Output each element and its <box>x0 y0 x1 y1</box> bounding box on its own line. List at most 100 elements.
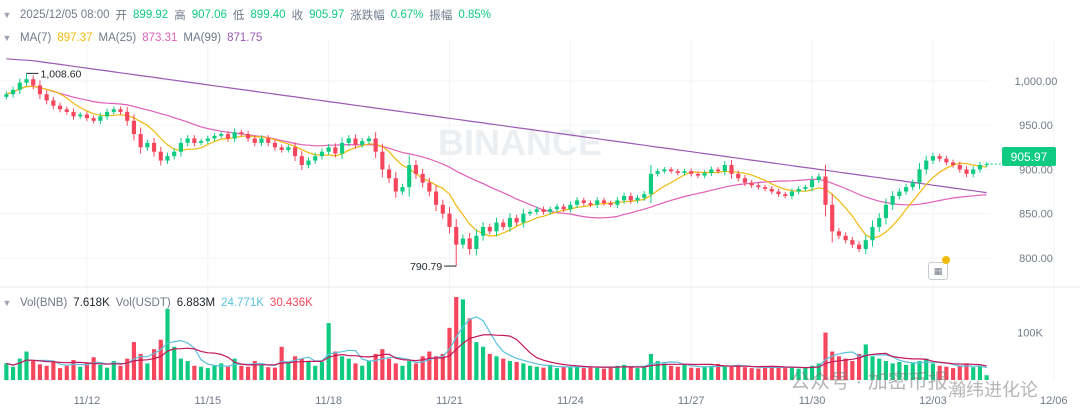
volume-bar <box>118 365 123 380</box>
candle-body <box>521 213 526 223</box>
candle-body <box>971 169 976 174</box>
volume-bar <box>219 363 224 380</box>
candle-body <box>313 156 318 161</box>
candle-body <box>407 165 412 188</box>
volume-bar <box>165 308 170 380</box>
volume-bar <box>870 356 875 380</box>
candle-body <box>433 191 439 205</box>
candle-body <box>111 109 116 112</box>
candle-body <box>870 226 875 241</box>
volume-bar <box>400 365 405 380</box>
chevron-down-icon[interactable]: ▼ <box>2 33 12 43</box>
amplitude-value: 0.85% <box>458 9 491 21</box>
open-value: 899.92 <box>133 9 169 21</box>
volume-bar <box>527 365 533 380</box>
candle-body <box>903 187 909 192</box>
candle-body <box>501 222 506 227</box>
calendar-icon[interactable]: ▦ <box>928 262 948 280</box>
volume-bar <box>380 349 385 380</box>
candle-body <box>856 244 862 250</box>
volume-bar <box>715 363 721 380</box>
open-label: 开 <box>115 10 128 22</box>
volume-bar <box>621 364 627 380</box>
volume-bar <box>722 365 727 380</box>
volume-bar <box>843 358 848 380</box>
volume-bar <box>259 364 264 380</box>
candle-body <box>964 169 969 174</box>
axes: 1,000.00 950.00 900.00 850.00 800.00 100K 11/1… <box>74 76 1068 407</box>
volume-bar <box>588 366 593 380</box>
volume-bar <box>57 368 63 380</box>
volume-bar <box>212 365 217 380</box>
candle-body <box>883 204 889 219</box>
volume-bar <box>809 365 815 380</box>
volume-bar <box>91 357 96 380</box>
volume-bar <box>568 367 573 380</box>
volume-bar <box>883 361 889 380</box>
volume-bar <box>541 367 546 380</box>
candle-date: 2025/12/05 08:00 <box>20 9 110 21</box>
volume-bar <box>957 365 962 380</box>
volume-bar <box>299 358 304 380</box>
candle-body <box>454 226 459 245</box>
volume-bar <box>823 332 828 380</box>
volume-bar <box>702 366 707 380</box>
volume-bar <box>548 364 553 380</box>
volume-ma1-line <box>6 316 987 369</box>
candle-body <box>413 165 419 174</box>
candle-body <box>37 85 43 95</box>
candle-body <box>534 209 539 212</box>
volume-bar <box>776 366 781 380</box>
vol-ma1-value: 24.771K <box>221 297 264 309</box>
volume-bar <box>856 353 862 380</box>
candle-body <box>259 138 264 143</box>
candle-body <box>10 89 16 95</box>
candle-body <box>762 187 768 189</box>
candle-body <box>877 218 882 227</box>
volume-bar <box>64 365 69 380</box>
volume-bar <box>890 363 895 380</box>
volume-bar <box>675 366 680 380</box>
volume-bar <box>474 342 479 380</box>
volume-bar <box>413 363 419 380</box>
candle-body <box>554 206 560 210</box>
candle-body <box>796 188 801 192</box>
candle-body <box>608 203 613 205</box>
candle-body <box>346 138 351 143</box>
volume-bar <box>185 361 190 380</box>
candle-body <box>118 109 123 112</box>
candle-body <box>205 138 210 142</box>
chevron-down-icon[interactable]: ▼ <box>2 10 12 20</box>
volume-bar <box>964 363 969 380</box>
candle-body <box>930 156 936 161</box>
volume-bar <box>977 365 983 380</box>
volume-bar <box>460 299 466 380</box>
candle-body <box>937 156 942 159</box>
low-value: 899.40 <box>250 9 286 21</box>
candle-body <box>729 165 734 174</box>
volume-bar <box>850 361 855 380</box>
candle-body <box>581 200 586 204</box>
volume-bar <box>662 363 667 380</box>
volume-bar <box>172 346 177 380</box>
chevron-down-icon[interactable]: ▼ <box>2 298 12 308</box>
volume-bar <box>346 358 351 380</box>
volume-bar <box>4 363 9 380</box>
ma25-label: MA(25) <box>98 32 137 44</box>
x-tick-label: 11/21 <box>436 395 463 407</box>
grid-lines <box>0 40 1080 380</box>
volume-bar <box>897 361 902 380</box>
candle-body <box>272 142 278 148</box>
volume-bar <box>635 368 640 380</box>
y-tick-label: 850.00 <box>1019 209 1053 221</box>
candle-body <box>467 238 472 250</box>
x-tick-label: 11/18 <box>315 395 342 407</box>
volume-bar <box>769 365 774 380</box>
vol-bnb-label: Vol(BNB) <box>20 297 68 309</box>
volume-bar <box>84 363 90 380</box>
volume-bar <box>37 364 43 380</box>
volume-bar <box>78 366 83 380</box>
volume-bar <box>407 361 412 380</box>
volume-bar <box>487 353 492 380</box>
